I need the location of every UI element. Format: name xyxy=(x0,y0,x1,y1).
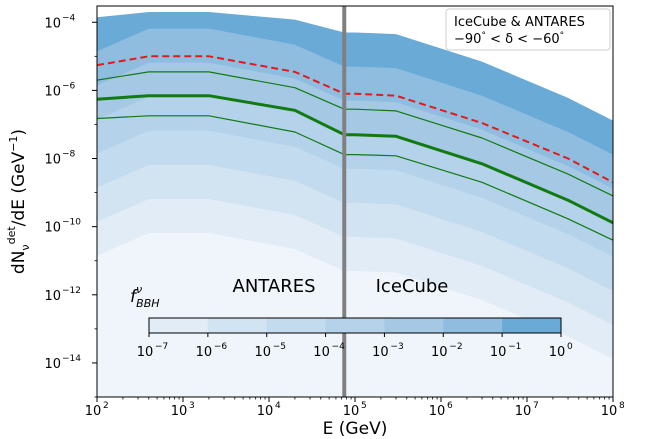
ylabel-tail-sup: −1 xyxy=(7,136,20,152)
legend-frame xyxy=(445,8,611,51)
band-fbbh-1e-7 xyxy=(97,233,613,397)
colorbar-segment-1 xyxy=(207,318,268,333)
ylabel-sub: ν xyxy=(19,244,32,250)
y-tick-exp--4: −4 xyxy=(62,13,76,23)
y-tick-exp--12: −12 xyxy=(62,286,81,296)
legend-text-line2: −90° < δ < −60° xyxy=(454,31,564,47)
flux-line-1 xyxy=(97,71,613,197)
legend-text-line1: IceCube & ANTARES xyxy=(454,15,585,30)
x-tick-label-4: 10 xyxy=(257,404,274,419)
y-tick-label--6: 10 xyxy=(44,84,61,99)
colorbar-segment-0 xyxy=(149,318,209,333)
ylabel-sup: det xyxy=(5,226,18,245)
colorbar-segment-2 xyxy=(266,318,327,333)
colorbar-tick-label-3: 10 xyxy=(313,345,330,360)
region-label-antares: ANTARES xyxy=(233,276,316,297)
flux-line-3 xyxy=(97,115,613,241)
colorbar-tick-label-2: 10 xyxy=(254,345,271,360)
x-tick-label-6: 10 xyxy=(429,404,446,419)
y-tick-label--10: 10 xyxy=(44,221,61,236)
ylabel-tail: /dE (GeV xyxy=(9,151,29,226)
y-tick-exp--6: −6 xyxy=(62,81,76,91)
legend-dec-mid: < δ < −60 xyxy=(486,32,560,47)
colorbar-tick-exp-0: −7 xyxy=(155,342,168,352)
x-tick-exp-5: 5 xyxy=(361,401,367,411)
ylabel-close: ) xyxy=(9,129,29,136)
colorbar-tick-exp-2: −5 xyxy=(273,342,286,352)
ylabel-dn: dN xyxy=(9,251,29,275)
y-tick-exp--14: −14 xyxy=(62,354,81,364)
x-tick-exp-7: 7 xyxy=(533,401,539,411)
x-tick-exp-6: 6 xyxy=(447,401,453,411)
colorbar-tick-exp-6: −1 xyxy=(508,342,521,352)
legend-deg-2: ° xyxy=(560,31,565,41)
y-tick-exp--8: −8 xyxy=(62,150,76,160)
x-tick-label-5: 10 xyxy=(343,404,360,419)
x-tick-exp-3: 3 xyxy=(189,401,195,411)
colorbar-segment-3 xyxy=(325,318,385,333)
colorbar-tick-label-5: 10 xyxy=(431,345,448,360)
colorbar-segment-6 xyxy=(502,318,562,333)
y-tick-label--8: 10 xyxy=(44,153,61,168)
y-tick-label--14: 10 xyxy=(44,357,61,372)
x-tick-exp-4: 4 xyxy=(275,401,281,411)
colorbar-segment-4 xyxy=(384,318,444,333)
colorbar-segment-5 xyxy=(443,318,503,333)
y-axis-label: dNνdet/dE (GeV−1) xyxy=(5,129,32,274)
x-tick-label-3: 10 xyxy=(171,404,188,419)
region-label-icecube: IceCube xyxy=(376,276,449,297)
flux-line-2 xyxy=(97,94,613,225)
x-tick-label-8: 10 xyxy=(601,404,618,419)
colorbar-label-sup: ν xyxy=(136,283,142,296)
y-tick-label--12: 10 xyxy=(44,289,61,304)
x-axis: 10 2 10 3 10 4 10 5 10 6 10 7 10 8 xyxy=(85,397,625,419)
colorbar-tick-label-6: 10 xyxy=(490,345,507,360)
colorbar-tick-label-0: 10 xyxy=(137,345,154,360)
colorbar-tick-label-4: 10 xyxy=(372,345,389,360)
y-tick-exp--10: −10 xyxy=(62,218,81,228)
colorbar-frame xyxy=(148,317,562,334)
x-tick-exp-8: 8 xyxy=(619,401,625,411)
colorbar-tick-exp-4: −3 xyxy=(390,342,403,352)
y-tick-label--4: 10 xyxy=(44,16,61,31)
colorbar-tick-exp-7: 0 xyxy=(567,342,573,352)
colorbar-label-f: f xyxy=(130,287,139,307)
colorbar-tick-exp-3: −4 xyxy=(332,342,346,352)
legend-deg-1: ° xyxy=(481,31,486,41)
colorbar-label: fν BBH xyxy=(130,283,160,310)
x-tick-label-2: 10 xyxy=(85,404,102,419)
lines-layer xyxy=(97,55,613,241)
colorbar-label-sub: BBH xyxy=(136,297,159,310)
dashed-line-0 xyxy=(97,55,613,184)
colorbar-tick-exp-1: −6 xyxy=(214,342,228,352)
legend: IceCube & ANTARES −90° < δ < −60° xyxy=(445,8,611,51)
x-axis-label: E (GeV) xyxy=(323,419,388,439)
colorbar-tick-label-7: 10 xyxy=(549,345,566,360)
x-tick-label-7: 10 xyxy=(515,404,532,419)
legend-dec-low: −90 xyxy=(454,32,481,47)
colorbar-tick-exp-5: −2 xyxy=(449,342,462,352)
colorbar-tick-label-1: 10 xyxy=(196,345,213,360)
x-tick-exp-2: 2 xyxy=(103,401,109,411)
colorbar: 10 −7 10 −6 10 −5 10 −4 10 −3 10 −2 10 −1 10 0 xyxy=(137,317,573,360)
